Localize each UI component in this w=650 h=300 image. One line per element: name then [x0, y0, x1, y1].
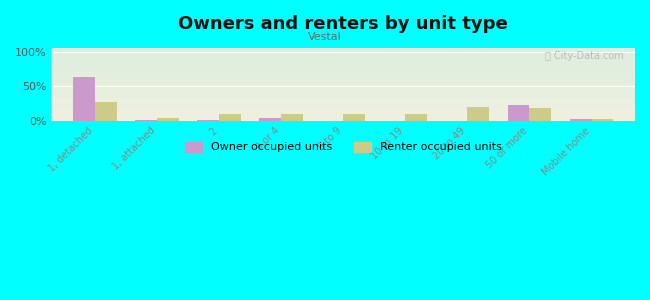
Bar — [219, 114, 240, 121]
Bar — [592, 119, 613, 121]
Bar — [95, 102, 116, 121]
Legend: Owner occupied units, Renter occupied units: Owner occupied units, Renter occupied un… — [181, 137, 506, 157]
Bar — [73, 77, 95, 121]
Bar — [135, 120, 157, 121]
Text: Vestal: Vestal — [308, 32, 342, 43]
Bar — [157, 118, 179, 121]
Title: Owners and renters by unit type: Owners and renters by unit type — [178, 15, 508, 33]
Bar — [530, 108, 551, 121]
Bar — [259, 118, 281, 121]
Bar — [198, 120, 219, 121]
Bar — [508, 106, 530, 121]
Bar — [570, 119, 592, 121]
Bar — [281, 114, 303, 121]
Bar — [343, 114, 365, 121]
Text: Ⓢ City-Data.com: Ⓢ City-Data.com — [545, 51, 623, 61]
Bar — [406, 114, 427, 121]
Bar — [467, 107, 489, 121]
